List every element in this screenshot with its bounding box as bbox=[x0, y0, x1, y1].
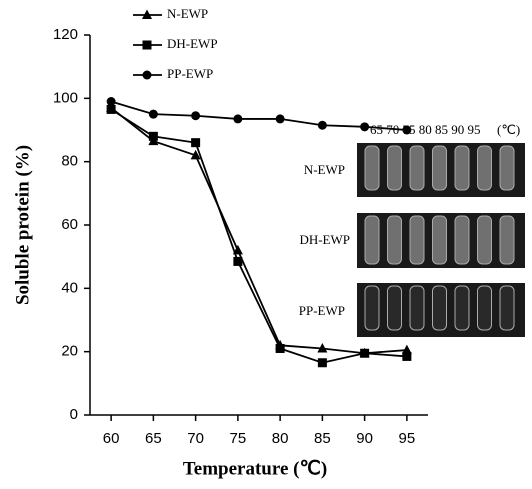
tube bbox=[432, 215, 447, 265]
tube bbox=[409, 145, 425, 191]
tube bbox=[477, 285, 492, 331]
y-tick-label: 120 bbox=[53, 26, 78, 43]
y-tick-label: 20 bbox=[61, 343, 78, 360]
tube bbox=[477, 145, 492, 191]
marker bbox=[401, 344, 412, 355]
legend-label: N-EWP bbox=[167, 6, 208, 21]
marker bbox=[233, 114, 243, 124]
tube bbox=[477, 215, 492, 265]
marker bbox=[191, 138, 201, 148]
marker bbox=[402, 351, 412, 361]
marker bbox=[317, 120, 327, 130]
y-tick-label: 100 bbox=[53, 89, 78, 106]
series-line bbox=[110, 107, 407, 355]
tube bbox=[364, 285, 380, 331]
inset-row-label: DH-EWP bbox=[299, 232, 350, 247]
y-axis-title: Soluble protein (%) bbox=[12, 145, 33, 305]
inset-row-label: PP-EWP bbox=[299, 303, 345, 318]
marker bbox=[360, 122, 370, 132]
marker bbox=[148, 109, 158, 119]
x-tick-label: 80 bbox=[272, 430, 289, 447]
tube bbox=[387, 145, 402, 191]
tube bbox=[454, 285, 470, 331]
x-tick-label: 60 bbox=[103, 430, 120, 447]
inset-row-label: N-EWP bbox=[304, 162, 345, 177]
marker bbox=[233, 256, 243, 266]
marker bbox=[190, 149, 201, 160]
tube bbox=[387, 215, 402, 265]
tube bbox=[499, 285, 515, 331]
tube bbox=[432, 285, 447, 331]
tube bbox=[364, 215, 380, 265]
x-tick-label: 90 bbox=[356, 430, 373, 447]
tube bbox=[454, 215, 470, 265]
tube bbox=[409, 285, 425, 331]
marker bbox=[275, 114, 285, 124]
marker bbox=[402, 125, 412, 135]
marker bbox=[360, 348, 370, 358]
legend-marker bbox=[142, 40, 152, 50]
tube bbox=[387, 285, 402, 331]
marker bbox=[191, 111, 201, 121]
y-tick-label: 80 bbox=[61, 153, 78, 170]
series-line bbox=[110, 108, 407, 364]
marker bbox=[317, 358, 327, 368]
tube bbox=[499, 215, 515, 265]
marker bbox=[106, 97, 116, 106]
series-line bbox=[110, 100, 407, 131]
marker bbox=[148, 131, 158, 141]
inset-photo bbox=[357, 143, 525, 337]
y-tick-label: 40 bbox=[61, 279, 78, 296]
inset-header: 65 70 75 80 85 90 95 bbox=[370, 122, 481, 137]
x-tick-label: 95 bbox=[399, 430, 416, 447]
marker bbox=[275, 344, 285, 353]
inset-unit: (℃) bbox=[497, 122, 520, 137]
x-tick-label: 75 bbox=[230, 430, 247, 447]
legend-marker bbox=[142, 70, 152, 80]
tube bbox=[364, 145, 380, 191]
x-tick-label: 70 bbox=[187, 430, 204, 447]
marker bbox=[317, 343, 328, 353]
marker bbox=[106, 104, 116, 114]
x-tick-label: 85 bbox=[314, 430, 331, 447]
x-axis-title: Temperature (℃) bbox=[183, 458, 327, 479]
legend-marker bbox=[142, 9, 152, 19]
y-tick-label: 0 bbox=[70, 406, 78, 423]
x-tick-label: 65 bbox=[145, 430, 162, 447]
legend-label: PP-EWP bbox=[167, 66, 213, 81]
tube bbox=[432, 145, 447, 191]
tube bbox=[454, 145, 470, 191]
y-tick-label: 60 bbox=[61, 216, 78, 233]
legend-label: DH-EWP bbox=[167, 36, 218, 51]
tube bbox=[409, 215, 425, 265]
tube bbox=[499, 145, 515, 191]
